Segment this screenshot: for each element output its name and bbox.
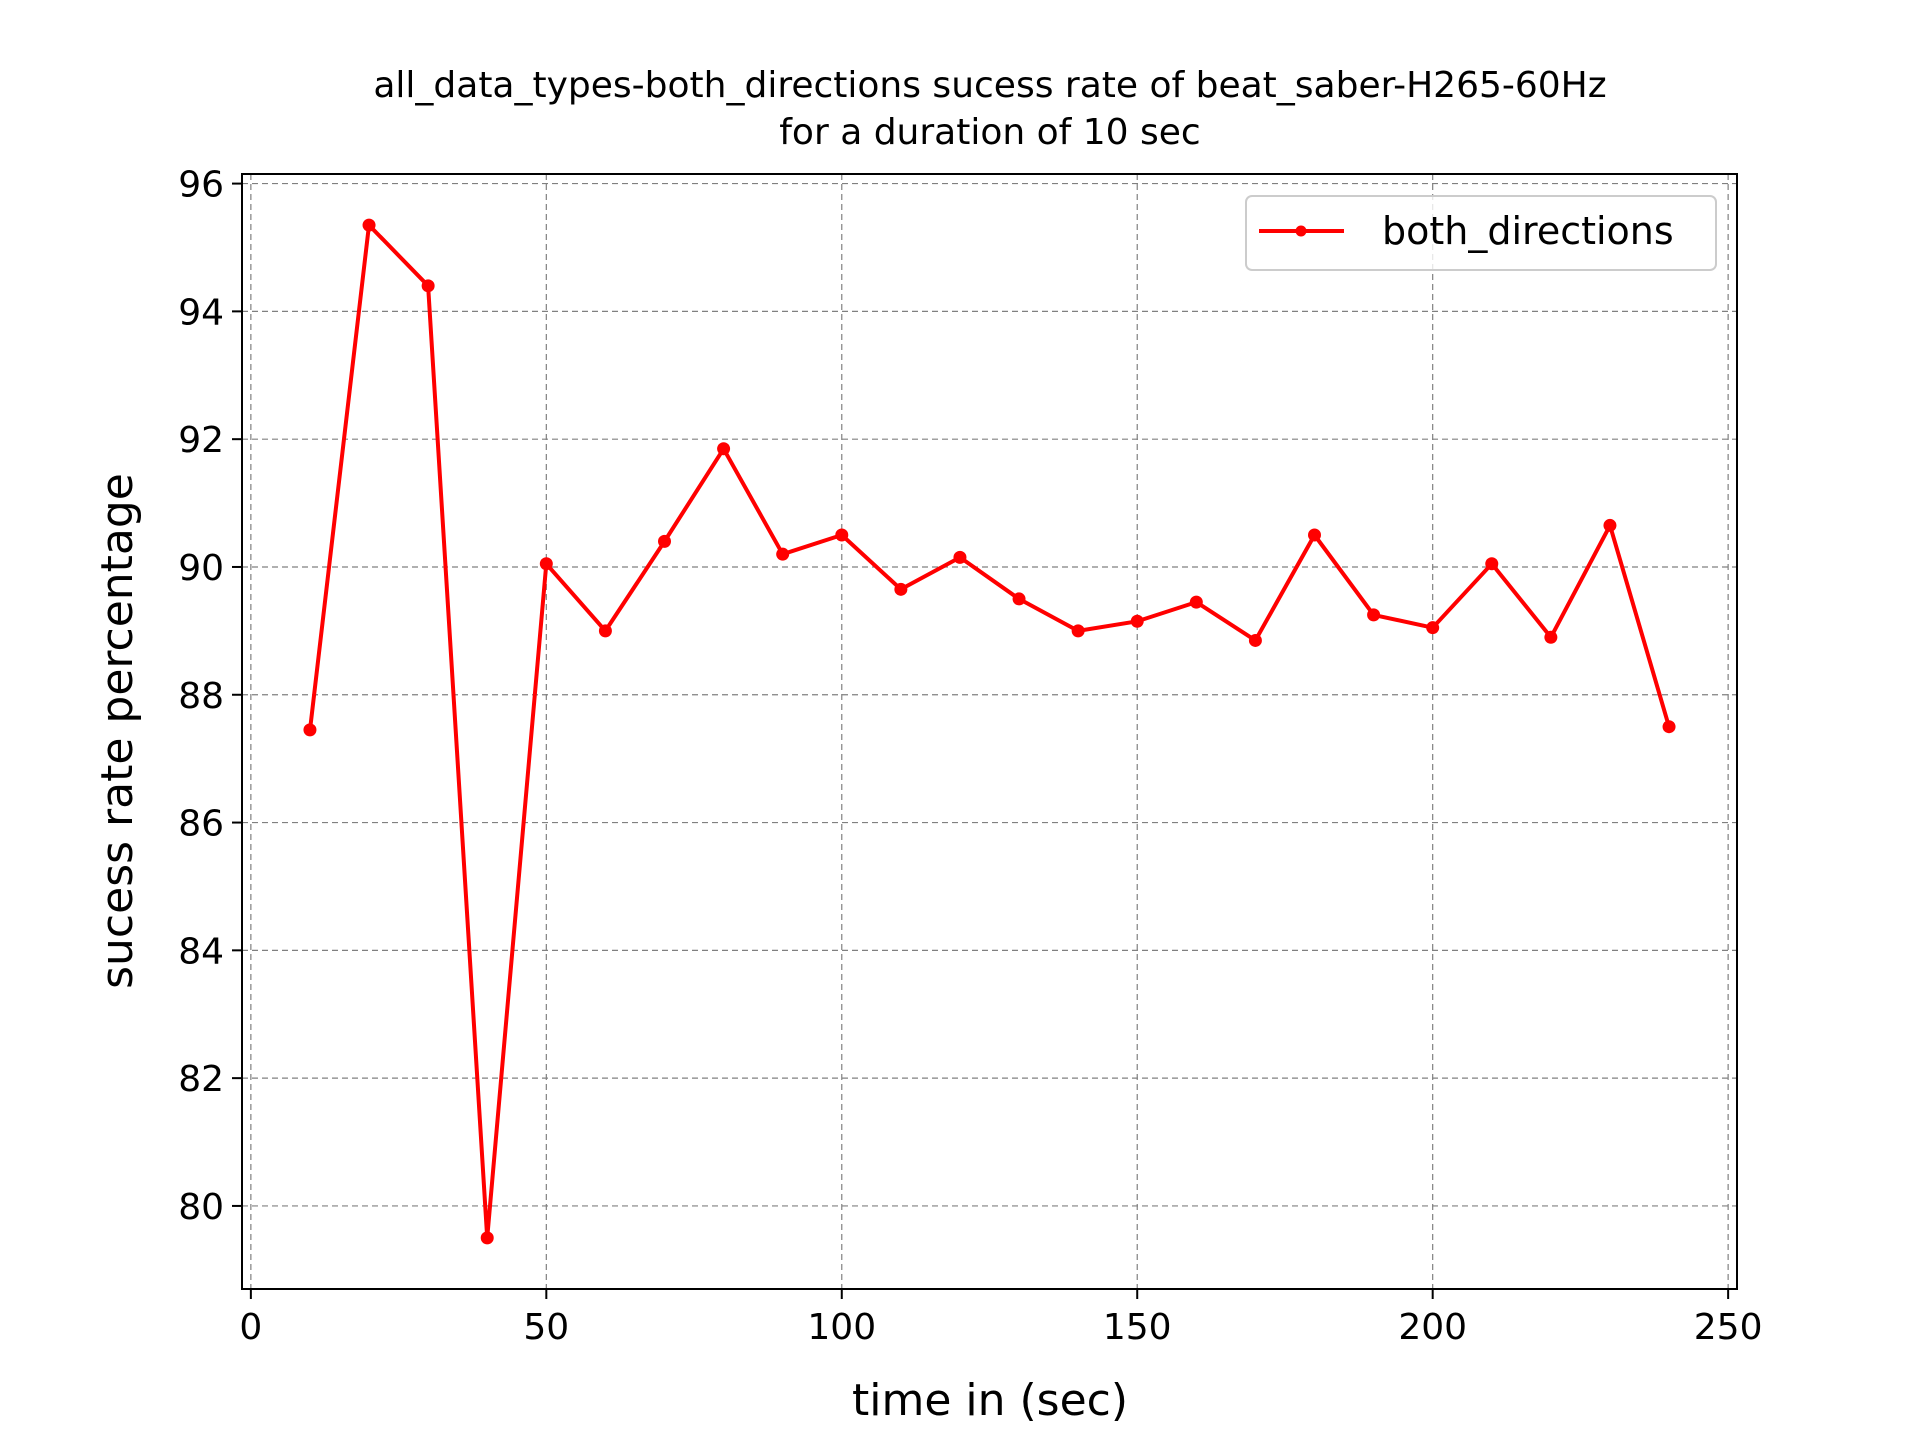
data-point: [598, 624, 612, 638]
chart-subtitle: for a duration of 10 sec: [779, 112, 1200, 153]
y-tick-label: 90: [178, 548, 224, 589]
legend-marker-sample: [1295, 225, 1307, 237]
y-axis-label: sucess rate percentage: [92, 473, 143, 989]
legend-entry-label: both_directions: [1382, 209, 1674, 253]
data-point: [1544, 630, 1558, 644]
data-point: [1071, 624, 1085, 638]
x-tick-label: 50: [523, 1307, 569, 1348]
data-point: [1189, 595, 1203, 609]
data-point: [362, 218, 376, 232]
y-tick-label: 86: [178, 804, 224, 845]
data-point: [1426, 621, 1440, 635]
data-point: [303, 723, 317, 737]
y-tick-label: 84: [178, 931, 224, 972]
y-tick-label: 88: [178, 676, 224, 717]
x-tick-label: 100: [807, 1307, 876, 1348]
data-point: [1130, 614, 1144, 628]
series-layer: [303, 218, 1676, 1245]
y-tick-label: 94: [178, 292, 224, 333]
x-tick-label: 250: [1694, 1307, 1763, 1348]
chart-title: all_data_types-both_directions sucess ra…: [373, 65, 1606, 106]
x-tick-label: 0: [239, 1307, 262, 1348]
data-point: [776, 547, 790, 561]
data-point: [1248, 633, 1262, 647]
data-point: [1367, 608, 1381, 622]
data-point: [539, 557, 553, 571]
y-tick-label: 82: [178, 1059, 224, 1100]
data-point: [894, 582, 908, 596]
data-point: [717, 442, 731, 456]
x-axis-ticks: 0 50 100 150 200 250: [239, 1289, 1762, 1348]
series-line: [308, 223, 1671, 1240]
data-point: [953, 550, 967, 564]
data-point: [658, 534, 671, 548]
data-point: [1603, 518, 1617, 532]
x-tick-label: 200: [1398, 1307, 1467, 1348]
legend: both_directions: [1245, 195, 1717, 271]
grid-lines: [242, 174, 1737, 1289]
y-axis-ticks: 80 82 84 86 88 90 92 94 96: [178, 165, 242, 1228]
y-tick-label: 96: [178, 165, 224, 206]
data-point: [480, 1231, 494, 1245]
data-point: [1662, 720, 1676, 734]
data-point: [1308, 528, 1321, 542]
data-point: [835, 528, 849, 542]
x-tick-label: 150: [1103, 1307, 1172, 1348]
y-tick-label: 80: [178, 1187, 224, 1228]
y-tick-label: 92: [178, 420, 224, 461]
plot-frame: [241, 173, 1738, 1290]
data-point: [421, 279, 435, 293]
x-axis-label: time in (sec): [852, 1375, 1128, 1426]
data-point: [1485, 557, 1499, 571]
legend-box: [1245, 195, 1717, 271]
data-point: [1012, 592, 1026, 606]
